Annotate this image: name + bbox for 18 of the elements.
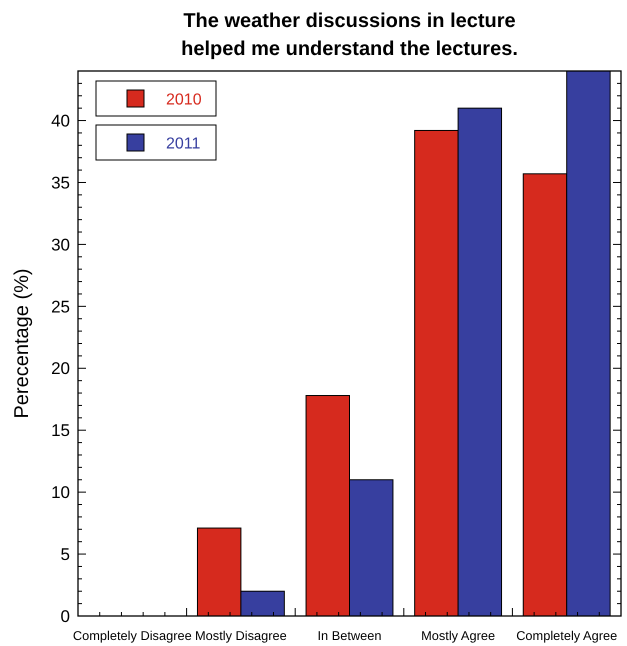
y-tick-label: 15 — [51, 421, 70, 440]
chart-title: The weather discussions in lecture helped me understand the lectures. — [181, 10, 518, 60]
x-tick-label: In Between — [317, 628, 382, 643]
legend-label: 2011 — [166, 136, 201, 153]
legend-label: 2010 — [166, 92, 202, 109]
y-tick-label: 20 — [51, 359, 70, 378]
y-tick-label: 5 — [60, 545, 70, 564]
x-tick-label: Completely Agree — [516, 628, 618, 643]
y-tick-label: 0 — [60, 606, 70, 626]
x-tick-label: Mostly Agree — [421, 628, 496, 643]
y-tick-label: 30 — [51, 235, 70, 254]
x-tick-label: Completely Disagree — [72, 628, 192, 643]
y-tick-label: 10 — [51, 483, 70, 502]
x-tick-label: Mostly Disagree — [195, 628, 287, 643]
y-tick-label: 40 — [51, 111, 70, 130]
y-axis-title: Perecentage (%) — [11, 268, 33, 419]
y-tick-label: 35 — [51, 173, 70, 192]
y-tick-label: 25 — [51, 297, 70, 316]
